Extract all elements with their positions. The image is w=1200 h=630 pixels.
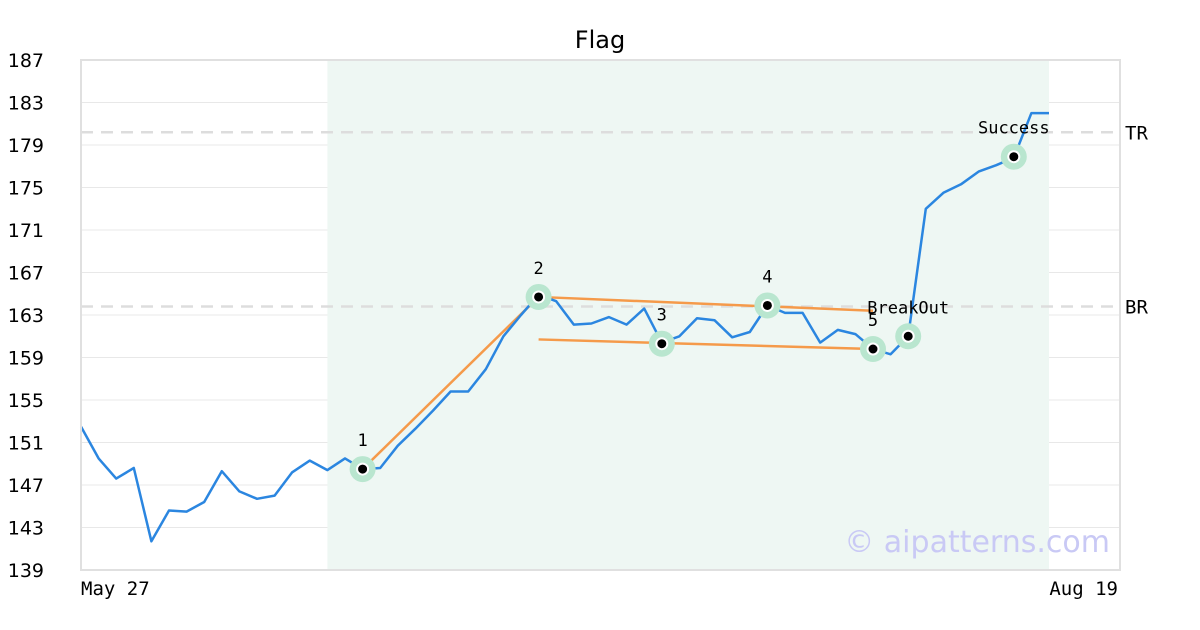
marker-dot <box>655 337 669 351</box>
marker-label: 2 <box>533 259 543 279</box>
y-tick-label: 147 <box>8 475 44 497</box>
price-series-line <box>79 111 1049 543</box>
y-tick-label: 183 <box>8 93 44 115</box>
horizontal-levels: TR BR <box>81 122 1148 319</box>
chart-title: Flag <box>575 26 625 54</box>
marker-dot <box>901 329 915 343</box>
pattern-trend-line <box>538 338 874 351</box>
marker-label: 4 <box>762 267 772 287</box>
watermark: © aipatterns.com <box>844 525 1110 560</box>
marker-label: BreakOut <box>867 298 949 318</box>
pattern-point-1: 1 <box>349 431 376 483</box>
y-tick-label: 143 <box>8 518 44 540</box>
marker-label: 3 <box>657 306 667 326</box>
y-tick-label: 167 <box>8 263 44 285</box>
pattern-point-5: 5 <box>860 311 886 362</box>
marker-dot <box>760 298 774 312</box>
y-tick-label: 187 <box>8 50 44 72</box>
y-tick-label: 155 <box>8 390 44 412</box>
y-tick-label: 151 <box>8 433 44 455</box>
marker-dot <box>532 290 546 304</box>
y-axis-tick-labels: 139 143 147 151 155 159 163 167 171 175 179 183 187 <box>8 50 44 582</box>
marker-label: 1 <box>357 431 367 451</box>
pattern-point-breakout: BreakOut <box>867 298 949 350</box>
pattern-point-2: 2 <box>525 259 552 310</box>
marker-dot <box>356 462 370 476</box>
y-tick-label: 175 <box>8 178 44 200</box>
x-tick-label-end: Aug 19 <box>1049 578 1118 600</box>
y-tick-label: 159 <box>8 348 44 370</box>
marker-dot <box>866 342 880 356</box>
x-tick-label-start: May 27 <box>81 578 150 600</box>
marker-label: 5 <box>868 311 878 331</box>
y-tick-label: 139 <box>8 560 44 582</box>
marker-label: Success <box>978 119 1050 139</box>
marker-dot <box>1007 150 1021 164</box>
pattern-lines <box>361 295 874 470</box>
pattern-point-4: 4 <box>754 267 781 319</box>
plot-frame <box>80 59 1121 571</box>
pattern-trend-line <box>538 295 874 312</box>
level-label-tr: TR <box>1125 122 1148 144</box>
y-tick-label: 163 <box>8 305 44 327</box>
pattern-point-3: 3 <box>648 306 675 357</box>
y-tick-label: 179 <box>8 135 44 157</box>
pattern-trend-line <box>361 296 540 470</box>
pattern-point-success: Success <box>978 119 1050 170</box>
pattern-highlight-area <box>327 60 1049 570</box>
level-label-br: BR <box>1125 297 1148 319</box>
y-tick-label: 171 <box>8 220 44 242</box>
